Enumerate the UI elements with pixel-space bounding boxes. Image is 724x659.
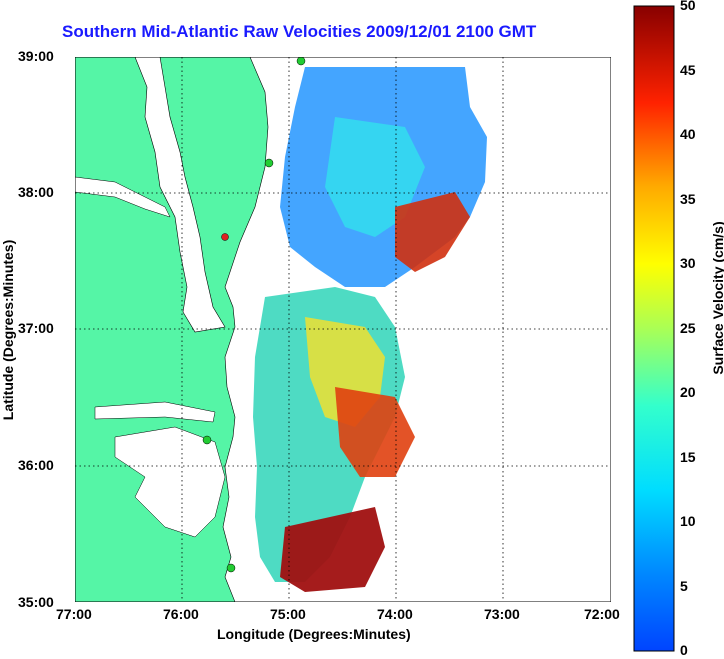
y-tick-label: 38:00 [18, 184, 54, 200]
chesapeake-bay [134, 57, 226, 333]
y-tick-label: 35:00 [18, 594, 54, 610]
potomac-river [75, 176, 171, 218]
map-title: Southern Mid-Atlantic Raw Velocities 200… [62, 22, 537, 41]
velocity-field [253, 67, 487, 592]
colorbar-tick-label: 15 [680, 449, 696, 465]
field-hot-south [280, 507, 385, 592]
field-hot-mid [335, 387, 415, 477]
pamlico-sound [114, 426, 226, 538]
x-tick-label: 74:00 [377, 606, 413, 622]
x-tick-label: 77:00 [56, 606, 92, 622]
y-axis-label: Latitude (Degrees:Minutes) [0, 239, 16, 421]
colorbar-tick-label: 50 [680, 0, 696, 13]
colorbar-tick-label: 30 [680, 255, 696, 271]
y-tick-label: 39:00 [18, 48, 54, 64]
x-tick-label: 76:00 [163, 606, 199, 622]
colorbar-tick-label: 35 [680, 191, 696, 207]
colorbar-tick-label: 40 [680, 126, 696, 142]
colorbar-tick-label: 5 [680, 578, 688, 594]
x-tick-label: 73:00 [484, 606, 520, 622]
colorbar-tick-label: 20 [680, 384, 696, 400]
y-tick-label: 36:00 [18, 457, 54, 473]
x-axis-label: Longitude (Degrees:Minutes) [217, 626, 411, 642]
colorbar-tick-label: 25 [680, 320, 696, 336]
colorbar-gradient [633, 5, 675, 652]
colorbar [633, 5, 675, 652]
colorbar-label: Surface Velocity (cm/s) [710, 221, 724, 375]
y-tick-label: 37:00 [18, 320, 54, 336]
colorbar-tick-label: 0 [680, 642, 688, 658]
x-tick-label: 75:00 [270, 606, 306, 622]
velocity-map [75, 57, 611, 602]
grid-lines [75, 57, 611, 602]
albemarle-sound [94, 401, 216, 423]
colorbar-tick-label: 45 [680, 62, 696, 78]
x-tick-label: 72:00 [584, 606, 620, 622]
radar-sites [202, 57, 306, 573]
colorbar-tick-label: 10 [680, 513, 696, 529]
field-hot-north [395, 192, 470, 272]
